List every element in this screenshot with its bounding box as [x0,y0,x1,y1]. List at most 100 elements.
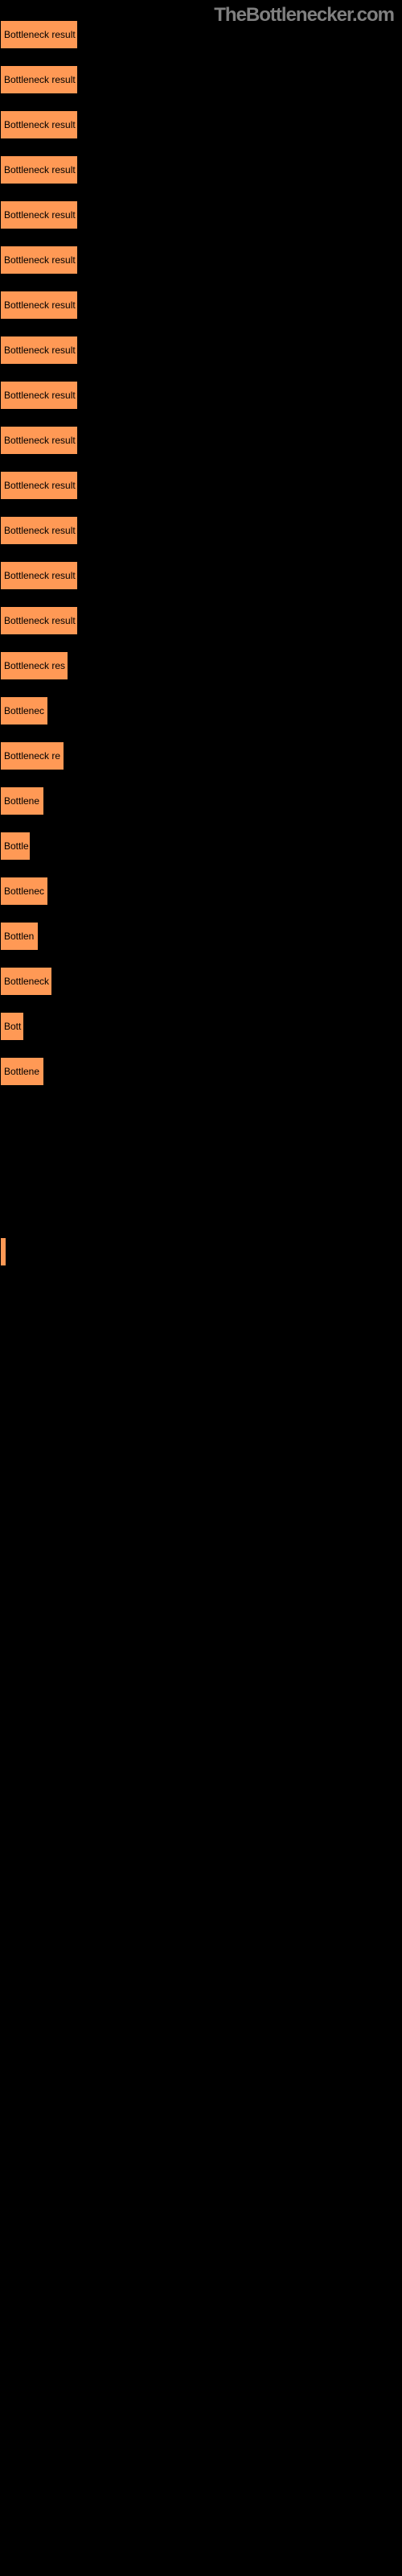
bar-item: Bottleneck result [0,291,402,320]
bar-item: Bottleneck result [0,606,402,635]
bar: Bottlenec [0,877,48,906]
bar: Bottleneck result [0,246,78,275]
bar-item [0,2454,402,2483]
bar-item: Bottleneck result [0,426,402,455]
bar: Bottleneck result [0,471,78,500]
bar-item [0,1823,402,1852]
bar-label: Bottlenec [4,705,44,716]
bar-item [0,1598,402,1627]
bar-item [0,1327,402,1356]
bar-item: Bottleneck result [0,65,402,94]
bar-label: Bott [4,1021,21,1032]
bar-label: Bottleneck result [4,435,76,446]
bar-label: Bottleneck result [4,299,76,311]
bar: Bottleneck result [0,426,78,455]
bar [0,1237,6,1266]
bar: Bottleneck result [0,606,78,635]
bar-item [0,1553,402,1582]
bar-label: Bottleneck result [4,164,76,175]
bar-item [0,2409,402,2438]
bar-item: Bottleneck result [0,155,402,184]
bar-label: Bottleneck result [4,345,76,356]
bar: Bottleneck res [0,651,68,680]
bar-item: Bottleneck re [0,741,402,770]
bar-item [0,1868,402,1897]
bar-label: Bottlenec [4,886,44,897]
bar-item: Bottleneck result [0,246,402,275]
bar-item [0,2364,402,2393]
bar-item [0,1237,402,1266]
bar-item: Bottlenec [0,877,402,906]
bar-item [0,2229,402,2258]
bar: Bottleneck [0,967,52,996]
bar-item: Bottleneck result [0,516,402,545]
bar-item [0,2274,402,2303]
bar: Bottlenec [0,696,48,725]
bar-label: Bottleneck result [4,74,76,85]
bar-item: Bottleneck result [0,561,402,590]
bar-label: Bottleneck result [4,29,76,40]
bar: Bottleneck result [0,65,78,94]
bar-item [0,1373,402,1402]
bar: Bottleneck result [0,155,78,184]
bar-label: Bottleneck re [4,750,60,762]
bar-item [0,2094,402,2123]
bar-item: Bottle [0,832,402,861]
bar: Bott [0,1012,24,1041]
bar-item [0,1643,402,1672]
bar-label: Bottleneck res [4,660,65,671]
bar-item [0,2139,402,2168]
bar: Bottleneck re [0,741,64,770]
bar-item [0,2004,402,2033]
bar-item: Bottlenec [0,696,402,725]
bar: Bottlene [0,786,44,815]
bar-item: Bottlene [0,786,402,815]
bar-item: Bottlen [0,922,402,951]
bar-label: Bottle [4,840,29,852]
bar-item [0,2500,402,2529]
bar-label: Bottleneck result [4,119,76,130]
bar-item [0,1102,402,1131]
bar: Bottlene [0,1057,44,1086]
bar: Bottleneck result [0,110,78,139]
bar-item: Bottleneck result [0,20,402,49]
bar-label: Bottleneck result [4,390,76,401]
bar-item [0,1778,402,1807]
bar-item [0,1733,402,1762]
bar: Bottleneck result [0,291,78,320]
bar-item: Bottleneck result [0,336,402,365]
bar-item: Bottleneck [0,967,402,996]
bar-item [0,2319,402,2348]
bar-label: Bottleneck result [4,615,76,626]
bar-item [0,1463,402,1492]
bar: Bottleneck result [0,200,78,229]
bar: Bottleneck result [0,561,78,590]
bar-label: Bottleneck result [4,570,76,581]
bar-item [0,1418,402,1447]
bar: Bottleneck result [0,516,78,545]
bar-label: Bottlen [4,931,34,942]
bar-item: Bottleneck res [0,651,402,680]
bar: Bottleneck result [0,381,78,410]
bar-item: Bott [0,1012,402,1041]
bar-item: Bottleneck result [0,381,402,410]
bar-label: Bottleneck result [4,209,76,221]
bar: Bottleneck result [0,20,78,49]
bar-item: Bottlene [0,1057,402,1086]
bar-item [0,1508,402,1537]
bar: Bottle [0,832,31,861]
bar-item: Bottleneck result [0,471,402,500]
bar-label: Bottlene [4,1066,39,1077]
bar-item [0,2184,402,2213]
bar: Bottlen [0,922,39,951]
bar-label: Bottleneck result [4,480,76,491]
bar-item [0,1147,402,1176]
bar-item: Bottleneck result [0,200,402,229]
bar-label: Bottleneck [4,976,49,987]
bar-item [0,1959,402,1988]
bar-label: Bottlene [4,795,39,807]
bar: Bottleneck result [0,336,78,365]
bar-item [0,2049,402,2078]
bar-label: Bottleneck result [4,254,76,266]
bar-item: Bottleneck result [0,110,402,139]
